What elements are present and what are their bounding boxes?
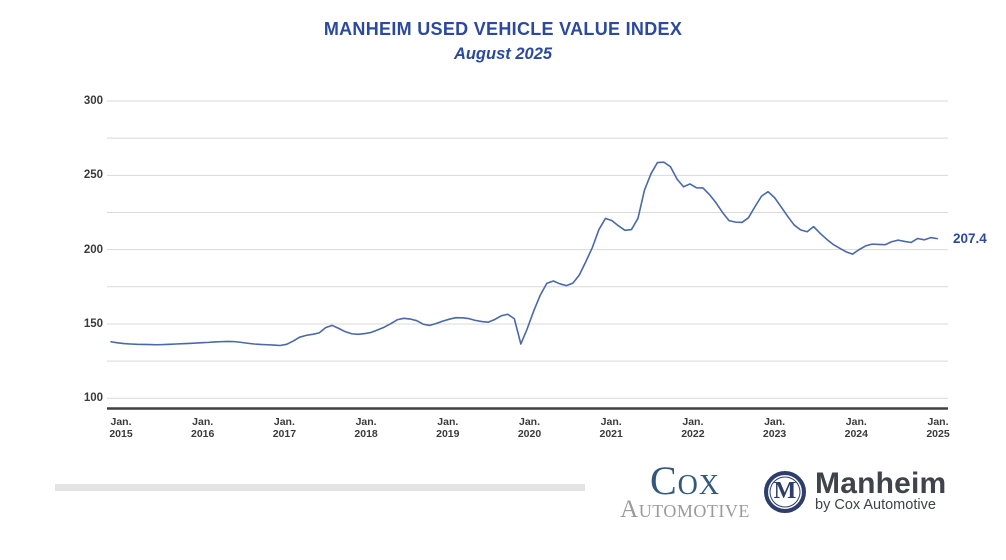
cox-division-wordmark: Automotive	[620, 496, 750, 523]
chart-title: MANHEIM USED VEHICLE VALUE INDEX	[323, 19, 683, 39]
divider-bar	[55, 484, 585, 491]
x-tick-month: Jan.	[764, 416, 786, 428]
x-tick-year: 2015	[109, 427, 133, 440]
manheim-tagline: by Cox Automotive	[815, 497, 936, 513]
x-tick-month: Jan.	[518, 416, 540, 428]
y-axis-tick-label: 100	[83, 392, 103, 405]
x-axis-tick-label: Jan. 2020	[502, 416, 558, 440]
x-tick-year: 2016	[191, 427, 215, 440]
x-axis-tick-label: Jan. 2017	[256, 416, 312, 440]
x-tick-month: Jan.	[192, 416, 214, 428]
cox-automotive-logo: Cox Automotive	[614, 458, 756, 523]
x-axis-tick-label: Jan. 2024	[828, 416, 884, 440]
x-axis-tick-label: Jan. 2021	[583, 416, 639, 440]
line-chart-plot	[107, 100, 948, 410]
y-axis-tick-label: 150	[83, 317, 103, 330]
x-axis-tick-label: Jan. 2022	[665, 416, 721, 440]
x-tick-year: 2023	[762, 427, 787, 440]
x-axis-tick-label: Jan. 2016	[175, 416, 231, 440]
manheim-logo: M Manheim by Cox Automotive	[764, 467, 947, 513]
x-tick-month: Jan.	[110, 416, 132, 428]
x-tick-year: 2018	[354, 427, 378, 440]
x-tick-month: Jan.	[845, 416, 867, 428]
latest-value-label: 207.4	[953, 230, 987, 246]
x-tick-year: 2019	[436, 427, 460, 440]
x-axis-tick-label: Jan. 2023	[747, 416, 803, 440]
x-tick-year: 2017	[272, 427, 297, 440]
x-tick-month: Jan.	[437, 416, 459, 428]
index-line	[110, 161, 939, 347]
manheim-m-icon: M	[764, 470, 806, 513]
x-tick-month: Jan.	[927, 416, 949, 428]
x-axis-tick-label: Jan. 2018	[338, 416, 394, 440]
x-axis-tick-label: Jan. 2025	[910, 416, 966, 440]
x-tick-year: 2022	[681, 427, 705, 440]
cox-wordmark: Cox	[649, 458, 721, 503]
x-tick-year: 2024	[844, 427, 868, 440]
x-tick-month: Jan.	[600, 416, 622, 428]
y-axis-tick-label: 200	[83, 243, 103, 256]
y-axis-tick-label: 300	[83, 95, 103, 107]
manheim-wordmark: Manheim	[815, 467, 947, 500]
manheim-monogram: M	[773, 477, 797, 504]
x-axis-tick-label: Jan. 2015	[93, 416, 149, 440]
x-tick-year: 2020	[517, 427, 542, 440]
x-axis-tick-label: Jan. 2019	[420, 416, 476, 440]
x-tick-month: Jan.	[273, 416, 295, 428]
x-tick-year: 2021	[599, 427, 623, 440]
x-tick-month: Jan.	[682, 416, 704, 428]
chart-subtitle: August 2025	[453, 45, 553, 63]
x-tick-year: 2025	[926, 427, 950, 440]
y-axis-tick-label: 250	[83, 169, 103, 182]
x-tick-month: Jan.	[355, 416, 377, 428]
manheim-text-block: Manheim by Cox Automotive	[815, 467, 947, 513]
